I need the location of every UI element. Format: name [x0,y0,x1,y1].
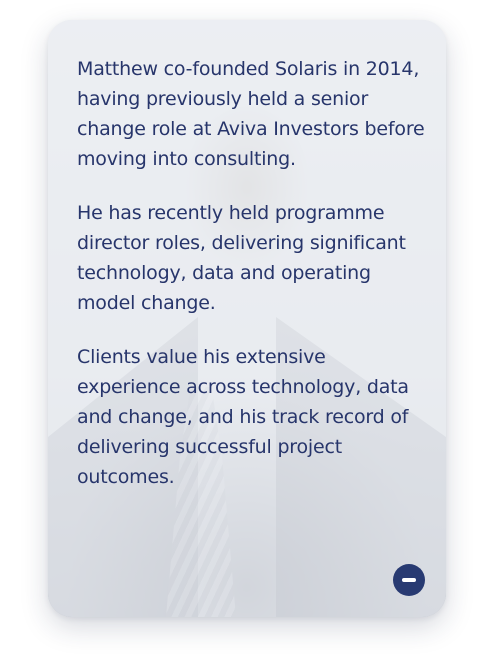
bio-paragraph: Matthew co-founded Solaris in 2014, havi… [77,58,425,170]
profile-photo [48,20,446,617]
bio-text: Matthew co-founded Solaris in 2014, havi… [77,54,427,516]
minus-icon [402,578,416,582]
collapse-button[interactable] [393,564,425,596]
bio-paragraph: Clients value his extensive experience a… [77,346,409,488]
profile-card: Matthew co-founded Solaris in 2014, havi… [48,20,446,617]
photo-overlay [48,20,446,617]
bio-paragraph: He has recently held programme director … [77,202,406,314]
